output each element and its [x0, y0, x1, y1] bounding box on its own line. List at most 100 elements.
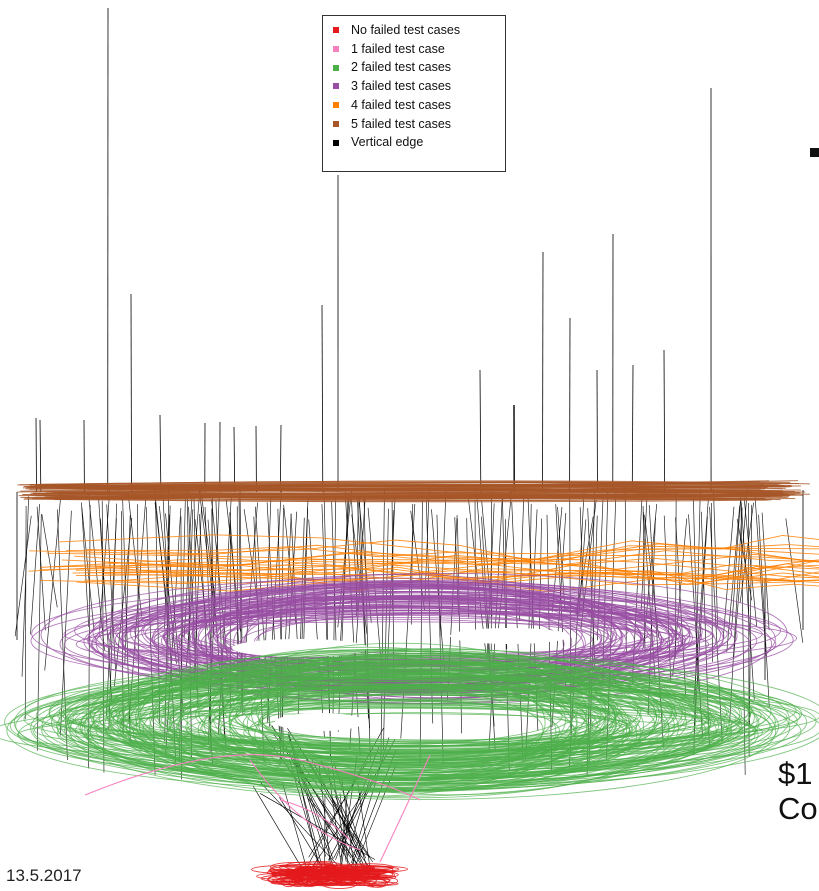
vertical-edge — [539, 518, 542, 636]
vertical-edge — [99, 489, 111, 630]
layer-0-curve — [280, 874, 302, 880]
legend-item: Vertical edge — [333, 133, 505, 152]
vertical-edge — [39, 419, 42, 493]
layer-4-curve — [66, 545, 819, 563]
layer-5-curve — [59, 485, 784, 492]
vertical-edge — [736, 518, 753, 601]
vertical-edge — [60, 510, 72, 736]
layer-2-ring — [235, 669, 656, 757]
vertical-edge — [713, 489, 718, 626]
vertical-edge — [100, 518, 106, 602]
layer-3-gap — [450, 628, 570, 644]
vertical-edge — [321, 304, 324, 493]
layer-0-curve — [347, 867, 359, 877]
layer-0-curve — [299, 866, 336, 870]
layer-0-curve — [306, 862, 337, 872]
vertical-edge — [279, 424, 282, 493]
legend-swatch — [333, 46, 339, 53]
layer-0-curve — [336, 880, 348, 887]
layer-2-gap — [275, 713, 365, 731]
layer-2-ring — [135, 650, 658, 784]
layer-4-curve — [46, 544, 819, 566]
layer-2-ring — [30, 665, 791, 791]
layer-2-ring — [88, 707, 757, 755]
layer-2-ring — [248, 701, 577, 762]
legend-swatch — [333, 139, 339, 146]
slide-text-line: Co — [778, 791, 818, 826]
layer-5-failed — [17, 480, 810, 503]
vertical-edge — [663, 349, 666, 493]
vertical-edge — [743, 494, 758, 627]
vertical-edge — [467, 497, 487, 654]
vertical-edge — [642, 503, 658, 649]
legend-item: 2 failed test cases — [333, 58, 505, 77]
legend-item: 5 failed test cases — [333, 115, 505, 134]
layer-2-ring — [161, 691, 620, 748]
vertical-edge — [252, 785, 306, 874]
vertical-edge — [14, 515, 32, 637]
vertical-edge — [479, 369, 482, 493]
legend-label: 4 failed test cases — [351, 97, 452, 112]
layer-1-curve — [279, 799, 351, 841]
vertical-edge — [21, 496, 30, 677]
vertical-edge — [167, 489, 169, 670]
legend-item: 3 failed test cases — [333, 77, 505, 96]
layer-1-curve — [379, 754, 431, 863]
legend-swatch — [333, 83, 339, 90]
vertical-edge — [200, 490, 217, 608]
layer-0-curve — [317, 880, 377, 886]
layer-5-curve — [56, 483, 779, 486]
layer-1-curve — [84, 754, 421, 801]
vertical-edge — [335, 795, 366, 871]
legend-item: No failed test cases — [333, 21, 505, 40]
vertical-edge — [154, 502, 168, 607]
vertical-edge — [279, 797, 325, 871]
legend-item: 4 failed test cases — [333, 96, 505, 115]
layer-2-ring — [119, 667, 628, 790]
layer-2-ring — [116, 671, 628, 775]
legend-label: 2 failed test cases — [351, 60, 452, 75]
legend-swatch — [333, 102, 339, 109]
layer-4-curve — [58, 534, 819, 555]
layer-2-ring — [108, 686, 713, 747]
vertical-edge — [36, 506, 46, 631]
layer-0-curve — [276, 869, 337, 875]
layer-4-curve — [40, 557, 819, 575]
vertical-edge — [631, 364, 634, 493]
layer-2-ring — [219, 657, 546, 789]
layer-1-failed — [84, 754, 431, 863]
layer-5-curve — [44, 480, 798, 487]
legend-label: 1 failed test case — [351, 41, 445, 56]
vertical-edge — [731, 495, 742, 629]
vertical-edge — [159, 414, 162, 493]
vertical-edge — [81, 507, 95, 632]
vertical-edge — [333, 782, 373, 859]
vertical-edge — [41, 514, 58, 608]
legend: No failed test cases 1 failed test case … — [322, 15, 506, 172]
layer-4-curve — [28, 558, 819, 583]
layer-1-curve — [249, 759, 361, 851]
vertical-edge — [193, 507, 202, 691]
layer-5-curve — [45, 493, 781, 501]
vertical-edge — [130, 293, 132, 493]
vertical-edge — [692, 495, 699, 691]
layer-0-failed — [251, 861, 408, 890]
layer-2-ring — [140, 654, 664, 774]
slide-text-line: $1 — [778, 756, 813, 791]
layer-2-ring — [228, 671, 578, 771]
layer-2-failed — [0, 642, 819, 800]
vertical-edge — [337, 489, 352, 628]
vertical-edge — [24, 505, 27, 720]
vertical-edge — [233, 426, 236, 493]
layer-4-curve — [74, 552, 819, 567]
vertical-edge — [383, 508, 389, 751]
legend-item: 1 failed test case — [333, 40, 505, 59]
layer-2-ring — [208, 664, 566, 777]
vertical-edge — [754, 493, 767, 657]
layer-2-ring — [24, 672, 797, 748]
legend-label: 3 failed test cases — [351, 79, 452, 94]
layer-2-ring — [106, 648, 687, 781]
slide-bullet — [810, 148, 819, 157]
layer-5-curve — [31, 494, 780, 499]
